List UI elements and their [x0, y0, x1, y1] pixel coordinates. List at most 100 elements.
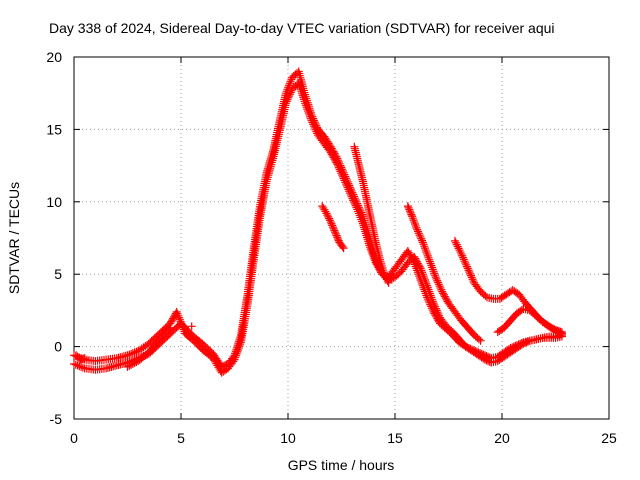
- data-point-marker: [431, 311, 440, 320]
- data-point-marker: [366, 245, 375, 254]
- data-point-marker: [312, 127, 321, 136]
- data-point-marker: [456, 248, 465, 257]
- plot-frame: [73, 56, 610, 420]
- data-point-marker: [451, 238, 460, 247]
- data-point-marker: [420, 244, 429, 253]
- data-point-marker: [234, 344, 243, 353]
- data-point-marker: [435, 282, 444, 291]
- y-tick-label: 10: [46, 194, 62, 210]
- data-point-marker: [346, 190, 355, 199]
- data-point-marker: [371, 256, 380, 265]
- data-point-marker: [409, 256, 418, 265]
- data-point-marker: [414, 270, 423, 279]
- data-point-marker: [328, 223, 337, 232]
- data-point-marker: [303, 105, 312, 114]
- data-point-marker: [404, 203, 413, 212]
- data-point-marker: [416, 232, 425, 241]
- data-point-marker: [455, 246, 464, 255]
- data-point-marker: [404, 248, 413, 257]
- data-point-marker: [167, 317, 176, 326]
- series-track-fragment-6: [123, 323, 175, 371]
- data-point-marker: [410, 260, 419, 269]
- data-point-marker: [474, 335, 483, 344]
- data-point-marker: [231, 351, 240, 360]
- data-point-marker: [324, 212, 333, 221]
- data-point-marker: [329, 224, 338, 233]
- data-point-marker: [437, 285, 446, 294]
- data-point-marker: [433, 314, 442, 323]
- data-point-marker: [172, 307, 181, 316]
- data-point-marker: [427, 302, 436, 311]
- data-point-marker: [413, 266, 422, 275]
- data-point-marker: [71, 360, 80, 369]
- data-point-marker: [130, 359, 139, 368]
- data-point-marker: [365, 241, 374, 250]
- data-point-marker: [405, 250, 414, 259]
- data-point-marker: [339, 244, 348, 253]
- data-point-marker: [345, 187, 354, 196]
- data-point-marker: [466, 269, 475, 278]
- data-point-marker: [281, 99, 290, 108]
- data-point-marker: [353, 205, 362, 214]
- series-track-fragment-7: [72, 351, 89, 364]
- data-point-marker: [311, 125, 320, 134]
- data-point-marker: [405, 205, 414, 214]
- data-point-marker: [77, 362, 86, 371]
- data-point-marker: [434, 280, 443, 289]
- data-point-marker: [175, 313, 184, 322]
- data-point-marker: [423, 295, 432, 304]
- x-tick-label: 10: [280, 430, 296, 446]
- data-point-marker: [420, 287, 429, 296]
- data-point-marker: [338, 172, 347, 181]
- data-point-marker: [425, 298, 434, 307]
- data-point-marker: [323, 211, 332, 220]
- data-point-marker: [428, 306, 437, 315]
- data-point-marker: [350, 199, 359, 208]
- data-point-marker: [307, 116, 316, 125]
- data-point-marker: [422, 247, 431, 256]
- data-point-marker: [459, 255, 468, 264]
- data-point-marker: [346, 189, 355, 198]
- data-point-marker: [421, 289, 430, 298]
- chart-title: Day 338 of 2024, Sidereal Day-to-day VTE…: [49, 20, 555, 36]
- data-point-marker: [299, 93, 308, 102]
- x-tick-label: 20: [494, 430, 510, 446]
- data-point-marker: [384, 278, 393, 287]
- data-point-marker: [368, 250, 377, 259]
- data-point-marker: [367, 247, 376, 256]
- data-point-marker: [179, 325, 188, 334]
- data-point-marker: [432, 274, 441, 283]
- data-point-marker: [466, 271, 475, 280]
- data-point-marker: [416, 275, 425, 284]
- data-point-marker: [178, 321, 187, 330]
- data-point-marker: [430, 309, 439, 318]
- data-points: [70, 67, 566, 377]
- data-point-marker: [78, 363, 87, 372]
- data-point-marker: [332, 231, 341, 240]
- data-point-marker: [355, 211, 364, 220]
- data-point-marker: [306, 114, 315, 123]
- data-point-marker: [356, 213, 365, 222]
- data-point-marker: [75, 362, 84, 371]
- data-point-marker: [422, 291, 431, 300]
- data-point-marker: [309, 120, 318, 129]
- data-point-marker: [462, 262, 471, 271]
- data-point-marker: [123, 351, 132, 360]
- data-point-marker: [330, 226, 339, 235]
- data-point-marker: [382, 273, 391, 282]
- data-point-marker: [410, 220, 419, 229]
- data-point-marker: [439, 290, 448, 299]
- data-point-marker: [405, 207, 414, 216]
- data-point-marker: [169, 314, 178, 323]
- y-tick-label: 15: [46, 121, 62, 137]
- data-point-marker: [354, 207, 363, 216]
- data-point-marker: [322, 209, 331, 218]
- data-point-marker: [412, 264, 421, 273]
- data-point-marker: [415, 274, 424, 283]
- data-point-marker: [408, 212, 417, 221]
- data-point-marker: [434, 316, 443, 325]
- data-point-marker: [418, 238, 427, 247]
- data-point-marker: [340, 176, 349, 185]
- data-point-marker: [331, 229, 340, 238]
- data-point-marker: [343, 183, 352, 192]
